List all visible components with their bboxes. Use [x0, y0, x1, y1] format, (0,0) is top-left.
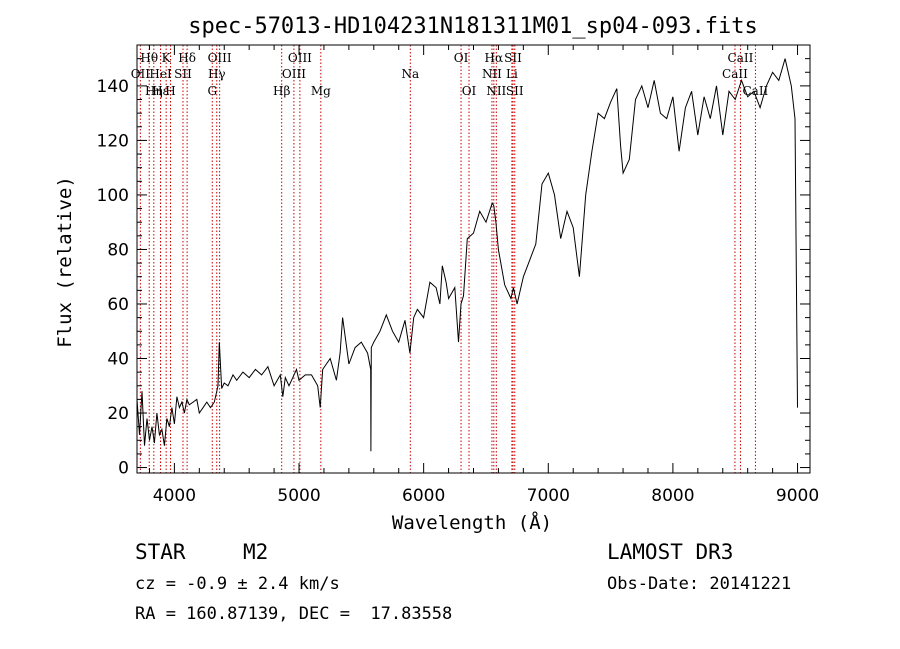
y-tick-label: 80 [107, 240, 129, 260]
object-subclass: M2 [243, 540, 269, 564]
observation-date: Obs-Date: 20141221 [607, 574, 792, 594]
spectral-line-label: OIII [282, 67, 306, 81]
spectral-line-label: G [207, 84, 217, 98]
x-tick-label: 6000 [402, 486, 445, 506]
spectral-line-label: CaII [742, 84, 768, 98]
spectral-line-label: Hγ [208, 67, 226, 81]
y-tick-label: 100 [97, 186, 129, 206]
spectral-line-label: Hδ [178, 51, 196, 65]
spectral-line-label: Hε [152, 84, 169, 98]
x-tick-label: 4000 [153, 486, 196, 506]
spectral-line-label: OI [462, 84, 477, 98]
y-tick-label: 40 [107, 350, 129, 370]
spectral-line-label: CaII [722, 67, 748, 81]
spectral-line-label: Hη [145, 84, 163, 98]
y-tick-label: 60 [107, 295, 129, 315]
redshift-cz: cz = -0.9 ± 2.4 km/s [135, 574, 340, 594]
spectral-line-label: NII [486, 84, 506, 98]
spectral-line-label: SII [174, 67, 192, 81]
spectral-line-label: Li [506, 67, 518, 81]
object-class: STAR [135, 540, 186, 564]
spectrum-series-line [136, 58, 798, 452]
y-tick-label: 20 [107, 404, 129, 424]
spectral-line-label: OIII [288, 51, 312, 65]
spectral-line-label: OII [131, 67, 151, 81]
x-tick-label: 8000 [651, 486, 694, 506]
spectral-line-markers [139, 45, 756, 473]
spectral-line-label: H [165, 84, 175, 98]
x-tick-label: 7000 [527, 486, 570, 506]
spectral-line-label: Hβ [273, 84, 290, 98]
y-axis-label: Flux (relative) [54, 176, 76, 348]
spectral-line-label: Mg [311, 84, 331, 98]
spectral-line-label: Na [401, 67, 419, 81]
spectral-line-label: SII [506, 84, 524, 98]
x-tick-label: 9000 [776, 486, 819, 506]
y-tick-label: 120 [97, 131, 129, 151]
spectral-line-label: K [162, 51, 172, 65]
spectral-line-label: CaII [728, 51, 754, 65]
survey-name: LAMOST DR3 [607, 540, 734, 564]
x-tick-label: 5000 [277, 486, 320, 506]
x-axis-label: Wavelength (Å) [392, 511, 552, 534]
spectral-line-label: Hθ [140, 51, 158, 65]
spectral-line-label: SII [504, 51, 522, 65]
y-tick-label: 0 [118, 459, 129, 479]
spectral-line-label: NII [482, 67, 502, 81]
axis-ticks: 4000 5000 6000 7000 8000 9000 0 20 40 60 80 100 120 1… [97, 45, 819, 506]
plot-frame [136, 44, 811, 474]
spectral-line-label: Hα [485, 51, 504, 65]
spectral-line-label: OIII [208, 51, 232, 65]
coordinates: RA = 160.87139, DEC = 17.83558 [135, 604, 453, 624]
y-tick-label: 140 [97, 77, 129, 97]
chart-title: spec-57013-HD104231N181311M01_sp04-093.f… [188, 14, 758, 39]
spectral-line-label: OI [454, 51, 469, 65]
spectral-line-label: HeI [149, 67, 172, 81]
